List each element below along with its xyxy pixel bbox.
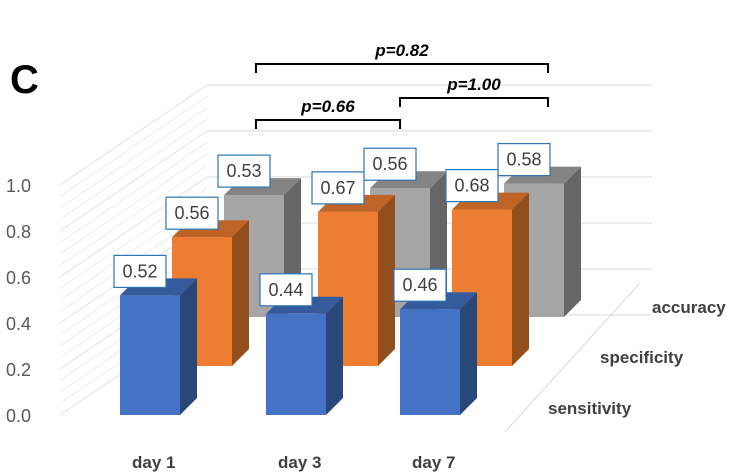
data-label-box — [217, 154, 271, 188]
series-axis-label: sensitivity — [548, 399, 632, 418]
minor-gridline — [59, 176, 208, 278]
data-label-box — [445, 169, 499, 203]
data-label: 0.56 — [372, 154, 407, 174]
bar-front — [120, 295, 180, 415]
depth-axis-line — [504, 282, 641, 433]
data-label: 0.53 — [226, 161, 261, 181]
minor-gridline — [59, 119, 208, 220]
data-label: 0.44 — [268, 280, 303, 300]
bar-front — [266, 313, 326, 415]
panel-label: C — [10, 58, 39, 102]
y-tick-label: 0.8 — [6, 222, 31, 242]
data-label-box — [259, 273, 313, 307]
bar — [120, 278, 197, 415]
x-tick-label: day 1 — [132, 453, 175, 472]
bar-front — [400, 309, 460, 415]
bar-side — [326, 296, 343, 415]
p-value-label: p=0.66 — [300, 97, 355, 116]
data-label: 0.68 — [454, 176, 489, 196]
bar — [400, 292, 477, 415]
data-label-box — [497, 143, 551, 177]
bar-side — [180, 278, 197, 415]
bar-side — [460, 292, 477, 415]
data-label: 0.46 — [402, 275, 437, 295]
minor-gridline — [59, 84, 208, 186]
x-tick-label: day 3 — [278, 453, 321, 472]
data-label-box — [311, 171, 365, 205]
x-tick-label: day 7 — [412, 453, 455, 472]
data-label-box — [393, 268, 447, 302]
bar-side — [378, 194, 395, 366]
p-value-label: p=1.00 — [446, 75, 501, 94]
data-labels: 0.53 0.56 0.58 0.56 0.67 0.68 0.52 0.44 0.46 — [113, 143, 551, 307]
data-label-box — [363, 147, 417, 181]
y-tick-label: 0.6 — [6, 268, 31, 288]
bar-side — [512, 192, 529, 366]
minor-gridline — [59, 153, 208, 255]
minor-gridline — [59, 96, 208, 197]
p-value-label: p=0.82 — [374, 41, 429, 60]
bar-side — [232, 220, 249, 366]
axes: 0.0 0.2 0.4 0.6 0.8 1.0 sensitivity specificity… — [6, 176, 726, 472]
minor-gridline — [59, 142, 208, 243]
series-axis-label: accuracy — [652, 298, 726, 317]
data-label: 0.56 — [174, 203, 209, 223]
bar-side — [564, 166, 581, 317]
minor-gridline — [59, 130, 208, 232]
data-label-box — [165, 196, 219, 230]
minor-gridline — [59, 107, 208, 209]
series-axis-label: specificity — [600, 348, 684, 367]
p-value-bracket — [399, 97, 549, 107]
data-label: 0.67 — [320, 178, 355, 198]
data-label: 0.52 — [122, 261, 157, 281]
p-value-bracket — [255, 119, 401, 129]
y-tick-label: 1.0 — [6, 176, 31, 196]
data-label: 0.58 — [506, 150, 541, 170]
bar — [266, 296, 343, 415]
minor-gridline — [59, 165, 208, 266]
y-tick-label: 0.4 — [6, 314, 31, 334]
y-tick-label: 0.2 — [6, 360, 31, 380]
p-value-bracket — [255, 63, 549, 73]
data-label-box — [113, 254, 167, 288]
significance-annotations: p=0.66 p=1.00 p=0.82 — [255, 41, 549, 129]
y-tick-label: 0.0 — [6, 406, 31, 426]
